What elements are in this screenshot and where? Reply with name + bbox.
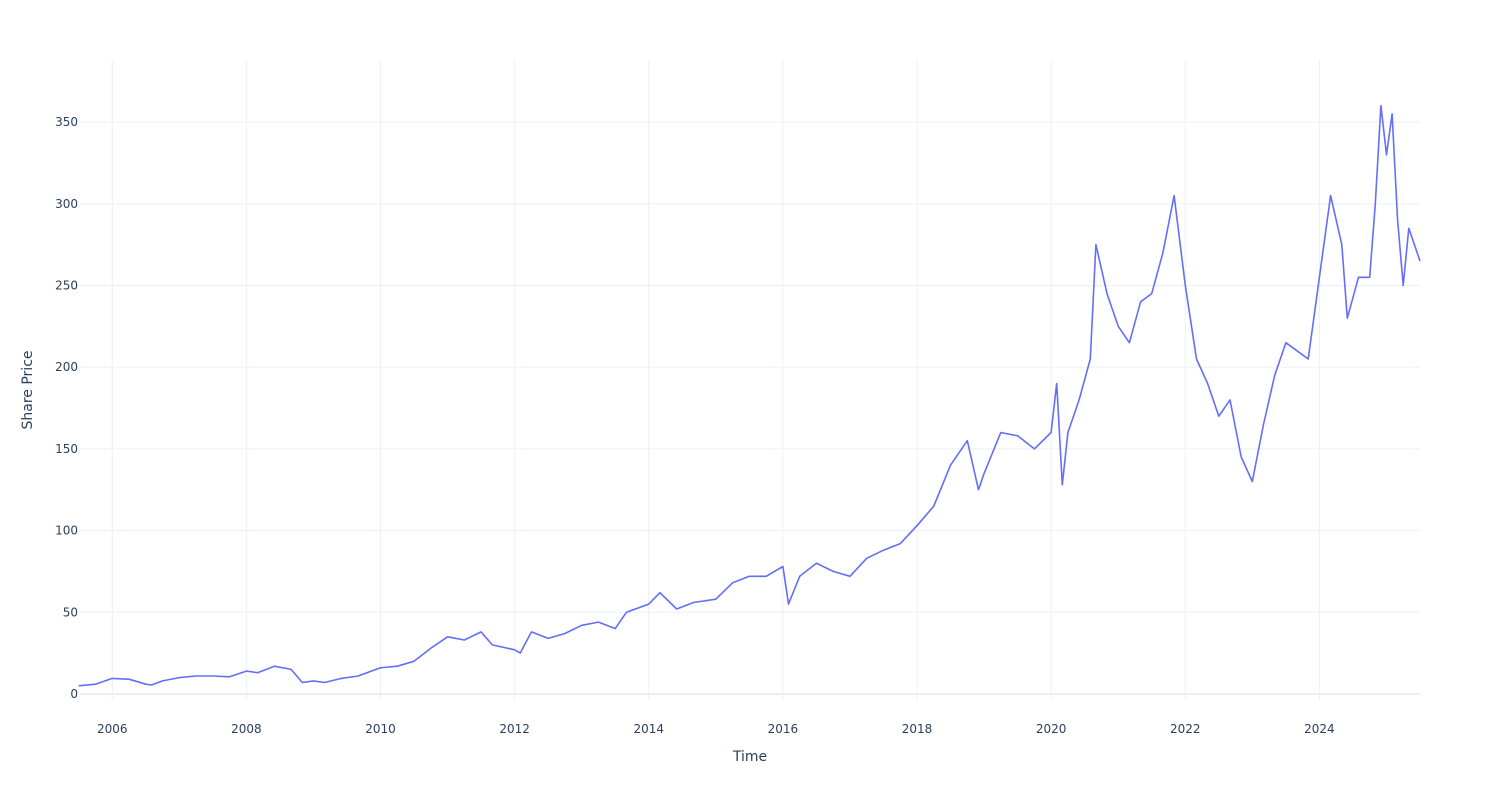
y-axis-ticks: 0 50 100 150 200 250 300 350 <box>55 115 78 701</box>
x-axis-ticks: 2006 2008 2010 2012 2014 2016 2018 2020 2022 2024 <box>97 722 1335 736</box>
y-tick-label: 100 <box>55 524 78 538</box>
x-tick-label: 2012 <box>499 722 530 736</box>
y-tick-label: 150 <box>55 442 78 456</box>
y-tick-label: 250 <box>55 278 78 292</box>
x-tick-label: 2018 <box>902 722 933 736</box>
x-tick-label: 2010 <box>365 722 396 736</box>
y-tick-label: 0 <box>70 687 78 701</box>
y-tick-label: 300 <box>55 197 78 211</box>
x-tick-label: 2014 <box>633 722 664 736</box>
x-tick-label: 2006 <box>97 722 128 736</box>
x-tick-label: 2016 <box>768 722 799 736</box>
grid <box>80 60 1420 700</box>
x-tick-label: 2008 <box>231 722 262 736</box>
y-tick-label: 200 <box>55 360 78 374</box>
y-tick-label: 50 <box>63 605 78 619</box>
x-tick-label: 2022 <box>1170 722 1201 736</box>
x-tick-label: 2024 <box>1304 722 1335 736</box>
y-tick-label: 350 <box>55 115 78 129</box>
y-axis-title: Share Price <box>20 350 36 429</box>
x-axis-title: Time <box>732 749 767 765</box>
series-line <box>78 104 1421 687</box>
x-tick-label: 2020 <box>1036 722 1067 736</box>
